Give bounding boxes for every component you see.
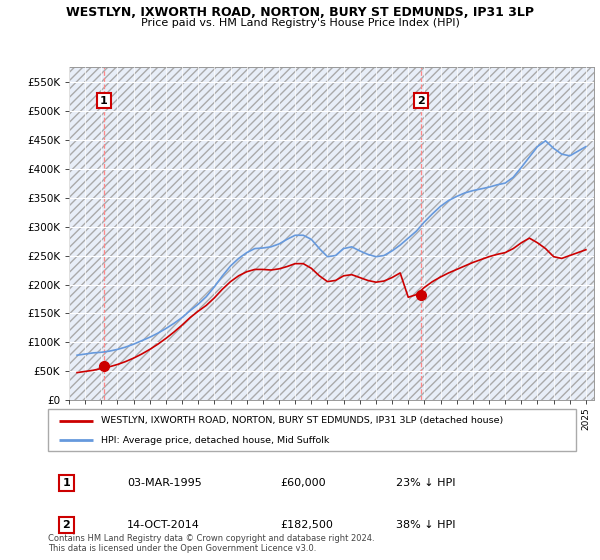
Text: 2: 2 [62, 520, 70, 530]
Text: HPI: Average price, detached house, Mid Suffolk: HPI: Average price, detached house, Mid … [101, 436, 329, 445]
Text: 03-MAR-1995: 03-MAR-1995 [127, 478, 202, 488]
Text: Price paid vs. HM Land Registry's House Price Index (HPI): Price paid vs. HM Land Registry's House … [140, 18, 460, 28]
Text: 23% ↓ HPI: 23% ↓ HPI [397, 478, 456, 488]
Text: £60,000: £60,000 [280, 478, 326, 488]
Text: 1: 1 [62, 478, 70, 488]
Text: £182,500: £182,500 [280, 520, 333, 530]
Text: 14-OCT-2014: 14-OCT-2014 [127, 520, 200, 530]
Text: WESTLYN, IXWORTH ROAD, NORTON, BURY ST EDMUNDS, IP31 3LP: WESTLYN, IXWORTH ROAD, NORTON, BURY ST E… [66, 6, 534, 18]
Text: 38% ↓ HPI: 38% ↓ HPI [397, 520, 456, 530]
Text: 1: 1 [100, 96, 108, 105]
Text: Contains HM Land Registry data © Crown copyright and database right 2024.
This d: Contains HM Land Registry data © Crown c… [48, 534, 374, 553]
Text: 2: 2 [417, 96, 425, 105]
FancyBboxPatch shape [48, 409, 576, 451]
Text: WESTLYN, IXWORTH ROAD, NORTON, BURY ST EDMUNDS, IP31 3LP (detached house): WESTLYN, IXWORTH ROAD, NORTON, BURY ST E… [101, 416, 503, 425]
